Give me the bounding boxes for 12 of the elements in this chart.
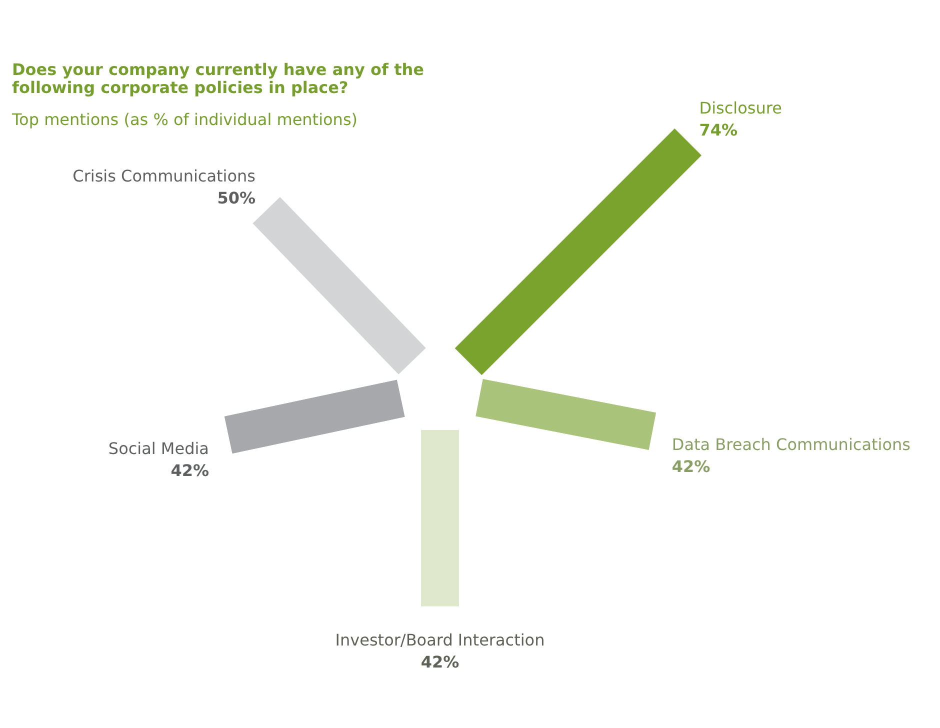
data-label: 50% [217,188,256,208]
category-label: Data Breach Communications [672,435,910,454]
category-label: Investor/Board Interaction [335,630,545,650]
category-label: Crisis Communications [72,166,256,186]
data-label: 42% [420,652,460,672]
text: Does your company currently have any of the following corporate policies in place? [12,60,424,97]
text: Top mentions (as % of individual mentions) [11,110,358,129]
data-label: 74% [699,120,738,140]
category-label: Social Media [108,439,209,458]
category-label: Disclosure [699,98,782,118]
data-label: 42% [672,457,710,476]
data-label: 42% [170,461,209,480]
